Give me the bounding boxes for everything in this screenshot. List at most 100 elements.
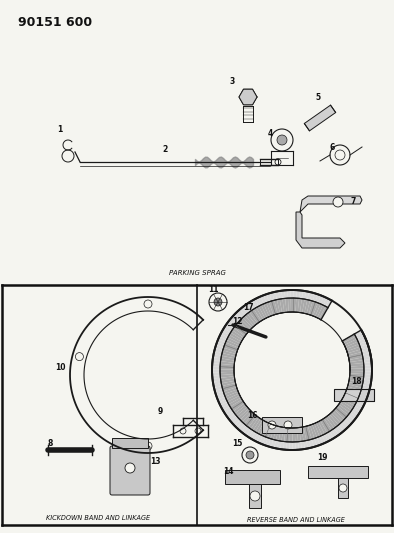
Polygon shape: [230, 330, 244, 340]
Polygon shape: [227, 395, 241, 404]
Polygon shape: [218, 336, 227, 342]
Polygon shape: [213, 354, 221, 358]
Polygon shape: [341, 421, 348, 429]
Polygon shape: [312, 424, 320, 438]
Circle shape: [144, 442, 152, 450]
Polygon shape: [307, 292, 312, 300]
Polygon shape: [219, 334, 228, 340]
Text: 16: 16: [247, 410, 257, 419]
Polygon shape: [247, 302, 254, 310]
Polygon shape: [235, 324, 248, 334]
Polygon shape: [268, 425, 275, 439]
Polygon shape: [317, 305, 325, 319]
Polygon shape: [363, 356, 371, 360]
Polygon shape: [291, 298, 294, 312]
Text: 5: 5: [316, 93, 321, 102]
Polygon shape: [212, 378, 221, 382]
Polygon shape: [356, 401, 364, 407]
Polygon shape: [296, 298, 299, 312]
Polygon shape: [348, 349, 362, 356]
Polygon shape: [300, 196, 362, 212]
Polygon shape: [271, 425, 277, 440]
Polygon shape: [358, 338, 366, 344]
Polygon shape: [316, 422, 325, 435]
Polygon shape: [244, 413, 255, 425]
Polygon shape: [297, 427, 301, 442]
Polygon shape: [351, 408, 360, 415]
Polygon shape: [222, 383, 236, 389]
Polygon shape: [246, 415, 257, 427]
Polygon shape: [318, 421, 327, 434]
Polygon shape: [225, 409, 233, 416]
Polygon shape: [336, 406, 348, 417]
Circle shape: [339, 484, 347, 492]
Circle shape: [195, 428, 201, 434]
Polygon shape: [362, 353, 371, 358]
Polygon shape: [360, 391, 369, 395]
Polygon shape: [293, 298, 296, 312]
Polygon shape: [264, 294, 269, 303]
Text: 3: 3: [229, 77, 234, 86]
Polygon shape: [287, 428, 290, 442]
Polygon shape: [320, 435, 325, 444]
Polygon shape: [334, 389, 374, 401]
Polygon shape: [112, 438, 148, 448]
Polygon shape: [291, 290, 294, 298]
Polygon shape: [364, 368, 372, 372]
Polygon shape: [338, 423, 346, 431]
Polygon shape: [323, 298, 329, 306]
Polygon shape: [295, 442, 299, 450]
Polygon shape: [220, 369, 234, 372]
Polygon shape: [299, 427, 304, 441]
Polygon shape: [361, 388, 370, 393]
Polygon shape: [221, 353, 236, 359]
Polygon shape: [225, 340, 239, 348]
Polygon shape: [258, 305, 267, 319]
Polygon shape: [358, 395, 367, 401]
Polygon shape: [233, 314, 241, 321]
Polygon shape: [246, 429, 253, 437]
Circle shape: [246, 451, 254, 459]
Text: 12: 12: [232, 318, 242, 327]
Polygon shape: [264, 303, 271, 317]
Polygon shape: [238, 409, 250, 420]
Polygon shape: [254, 433, 260, 442]
Text: 11: 11: [208, 286, 218, 295]
Polygon shape: [364, 374, 372, 377]
Polygon shape: [332, 429, 339, 437]
Polygon shape: [326, 416, 336, 429]
Polygon shape: [234, 420, 242, 427]
Polygon shape: [229, 333, 242, 342]
Polygon shape: [220, 402, 229, 408]
Polygon shape: [217, 340, 225, 345]
Polygon shape: [342, 334, 356, 343]
Polygon shape: [235, 405, 247, 416]
Polygon shape: [315, 304, 323, 318]
Polygon shape: [251, 309, 261, 322]
Polygon shape: [220, 367, 234, 369]
Text: 17: 17: [243, 303, 253, 311]
Polygon shape: [281, 290, 285, 298]
Polygon shape: [236, 422, 244, 430]
Polygon shape: [299, 290, 303, 298]
Text: PARKING SPRAG: PARKING SPRAG: [169, 270, 225, 276]
Polygon shape: [362, 350, 370, 354]
Polygon shape: [219, 399, 227, 405]
Polygon shape: [314, 438, 320, 446]
Polygon shape: [213, 357, 221, 361]
Polygon shape: [345, 417, 353, 425]
Circle shape: [180, 428, 186, 434]
Polygon shape: [242, 305, 249, 314]
Polygon shape: [356, 333, 364, 339]
Polygon shape: [226, 393, 240, 402]
Polygon shape: [364, 372, 372, 375]
Polygon shape: [280, 441, 284, 449]
Polygon shape: [303, 426, 309, 441]
Polygon shape: [227, 321, 235, 328]
Polygon shape: [221, 331, 229, 337]
Polygon shape: [265, 424, 273, 438]
Polygon shape: [306, 440, 311, 448]
Polygon shape: [344, 393, 358, 401]
Polygon shape: [260, 295, 266, 304]
Polygon shape: [269, 301, 275, 315]
